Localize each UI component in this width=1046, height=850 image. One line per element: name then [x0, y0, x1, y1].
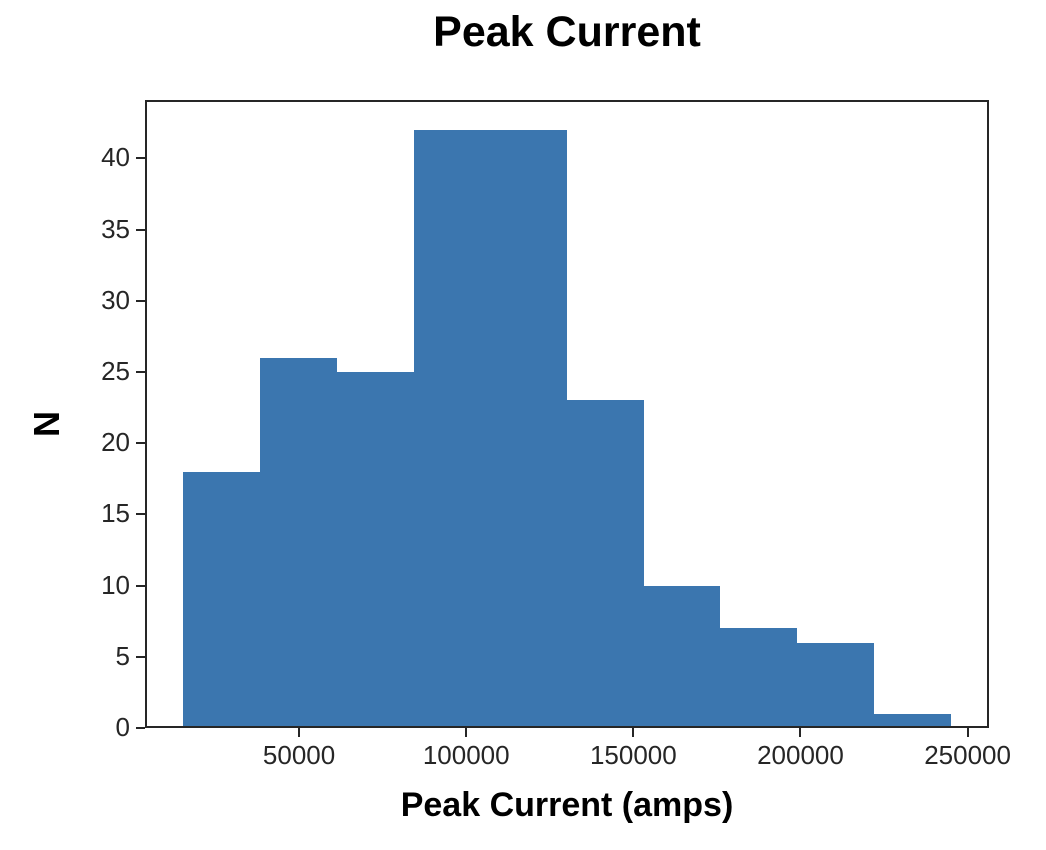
x-axis-label: Peak Current (amps)	[400, 786, 734, 824]
histogram-bar	[873, 713, 951, 728]
y-tick-mark	[136, 584, 145, 587]
x-tick-mark	[966, 728, 969, 737]
x-tick-label: 200000	[757, 740, 844, 770]
y-tick-label: 20	[101, 427, 130, 458]
histogram-bar	[797, 642, 874, 728]
y-tick-label: 5	[115, 640, 130, 671]
x-tick-label: 50000	[262, 740, 336, 770]
histogram-bar	[413, 129, 491, 728]
histogram-bar	[336, 372, 414, 728]
histogram-bar	[567, 400, 644, 728]
y-tick-mark	[136, 655, 145, 658]
x-tick-label: 150000	[589, 740, 677, 770]
y-tick-mark	[136, 727, 145, 729]
y-tick-mark	[136, 513, 145, 516]
x-tick-label: 250000	[924, 740, 1011, 770]
histogram-bar	[183, 471, 261, 728]
y-tick-label: 35	[101, 213, 130, 244]
histogram-bar	[720, 628, 798, 728]
y-tick-mark	[136, 370, 145, 373]
histogram-bar	[643, 585, 721, 728]
y-tick-mark	[136, 299, 145, 302]
x-tick-mark	[799, 728, 802, 737]
histogram-bar	[490, 129, 567, 728]
y-tick-label: 40	[101, 142, 130, 173]
y-tick-label: 30	[101, 284, 130, 315]
x-tick-label: 100000	[422, 740, 510, 770]
x-tick-mark	[465, 728, 468, 737]
bars-layer	[145, 100, 989, 728]
y-tick-mark	[136, 157, 145, 160]
y-tick-label: 0	[115, 712, 130, 742]
y-tick-mark	[136, 442, 145, 445]
y-tick-mark	[136, 228, 145, 231]
y-tick-label: 15	[101, 498, 130, 529]
y-tick-label: 25	[101, 355, 130, 386]
x-tick-mark	[632, 728, 635, 737]
x-tick-mark	[298, 728, 301, 737]
y-tick-label: 10	[101, 569, 130, 600]
histogram-bar	[260, 357, 337, 728]
chart-title: Peak Current	[433, 8, 701, 56]
